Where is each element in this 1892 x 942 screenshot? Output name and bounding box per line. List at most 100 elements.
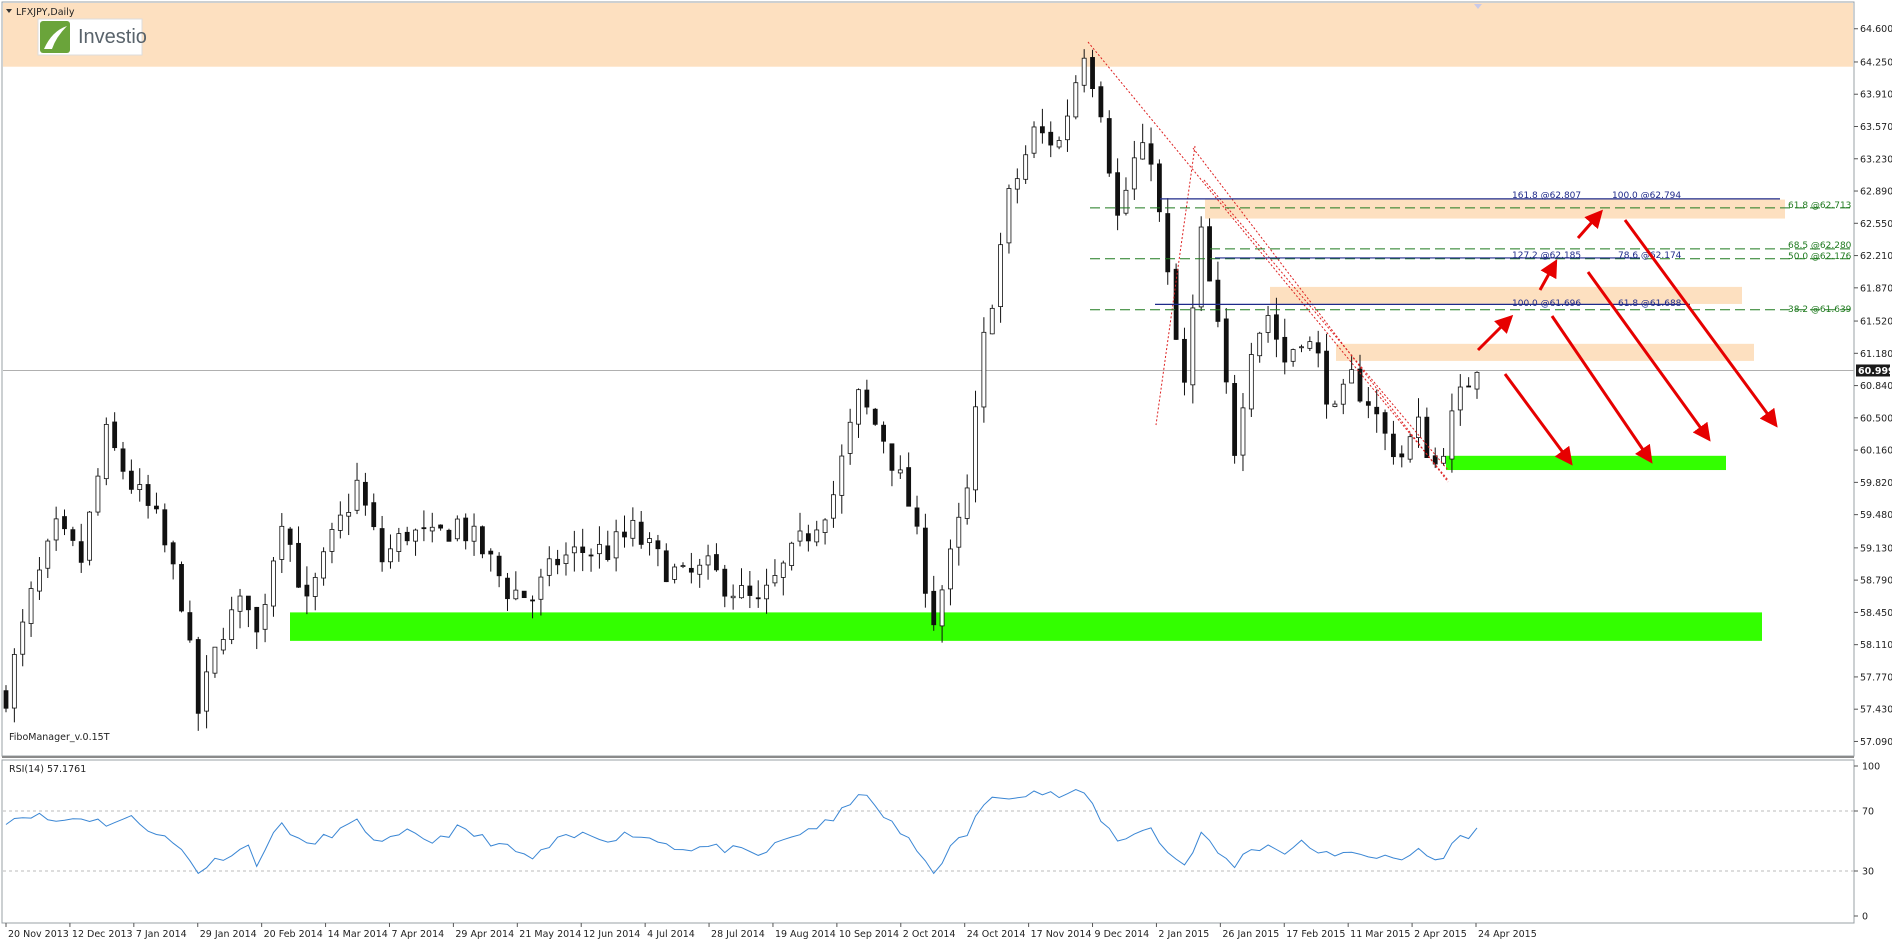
candle-body	[1198, 226, 1204, 308]
candle-body	[688, 567, 694, 573]
candle-body	[70, 529, 76, 541]
candle-body	[546, 558, 552, 576]
candle-body	[1006, 188, 1012, 244]
candle-body	[1056, 140, 1062, 148]
candle-body	[103, 424, 109, 480]
time-tick-label: 9 Dec 2014	[1095, 929, 1150, 940]
candle-body	[805, 533, 811, 542]
candle-body	[1215, 279, 1221, 322]
candle-body	[789, 542, 795, 566]
support-zone-major	[290, 612, 1762, 641]
candle-body	[747, 585, 753, 596]
price-tick-label: 64.600	[1860, 24, 1892, 35]
candle-body	[1098, 86, 1104, 118]
candle-body	[680, 565, 686, 567]
candle-body	[1282, 336, 1288, 363]
candle-body	[488, 550, 494, 555]
forecast-arrow	[1576, 209, 1603, 239]
candle-body	[764, 584, 769, 600]
rsi-tick-label: 100	[1862, 762, 1880, 773]
candle-body	[521, 590, 527, 599]
price-tick-label: 57.430	[1860, 705, 1892, 716]
price-tick-label: 59.820	[1860, 478, 1892, 489]
resistance-zone-mid	[1270, 286, 1742, 304]
candle-body	[555, 558, 561, 566]
candle-body	[638, 521, 644, 545]
candle-body	[772, 575, 778, 584]
candle-body	[505, 577, 510, 600]
candle-body	[1165, 213, 1171, 273]
candle-body	[162, 509, 168, 546]
candle-body	[1391, 433, 1396, 458]
candle-body	[28, 588, 34, 624]
scroll-marker-icon[interactable]	[1474, 4, 1482, 9]
logo-text: Investio	[78, 26, 147, 48]
candle-body	[647, 538, 652, 543]
rsi-label: RSI(14) 57.1761	[9, 764, 86, 775]
candle-body	[730, 595, 736, 599]
price-tick-label: 58.790	[1860, 576, 1892, 587]
forecast-arrow	[1503, 373, 1573, 466]
candle-body	[337, 514, 343, 531]
candle-body	[630, 519, 636, 539]
time-tick-label: 7 Apr 2014	[391, 929, 444, 940]
forecast-arrow	[1550, 315, 1653, 464]
candle-body	[1014, 178, 1020, 190]
price-tick-label: 63.910	[1860, 90, 1892, 101]
candle-body	[463, 517, 469, 542]
price-tick-label: 57.770	[1860, 672, 1892, 683]
candle-body	[1240, 407, 1246, 456]
candle-body	[714, 554, 719, 571]
time-tick-label: 21 May 2014	[519, 929, 581, 940]
fibo-level-label: 161.8 @62.807	[1512, 191, 1581, 201]
time-tick-label: 29 Apr 2014	[455, 929, 514, 940]
candle-body	[1374, 406, 1380, 415]
candle-body	[496, 555, 502, 577]
candle-body	[822, 519, 828, 533]
candle-body	[881, 424, 886, 442]
candle-body	[321, 551, 327, 579]
candle-body	[663, 550, 669, 583]
candle-body	[513, 589, 519, 600]
main-chart-frame	[1, 1, 1855, 757]
candle-body	[1457, 386, 1463, 411]
candle-body	[154, 505, 159, 510]
candle-body	[145, 484, 151, 506]
price-tick-label: 61.180	[1860, 349, 1892, 360]
candle-body	[212, 646, 218, 674]
trend-lines	[1087, 41, 1449, 483]
candle-body	[421, 527, 427, 530]
price-tick-label: 60.500	[1860, 413, 1892, 424]
candle-body	[254, 606, 260, 633]
candle-body	[956, 516, 962, 548]
candle-body	[1424, 416, 1430, 458]
price-zones	[3, 3, 1853, 641]
candle-body	[3, 690, 9, 709]
candle-body	[379, 528, 385, 563]
time-tick-label: 7 Jan 2014	[136, 929, 187, 940]
candle-body	[889, 443, 895, 471]
time-tick-label: 26 Jan 2015	[1222, 929, 1279, 940]
fibo-level-label: 100.0 @62.794	[1612, 191, 1681, 201]
dropdown-triangle-icon[interactable]	[6, 9, 12, 13]
price-tick-label: 64.250	[1860, 57, 1892, 68]
price-tick-label: 60.160	[1860, 446, 1892, 457]
time-tick-label: 2 Apr 2015	[1414, 929, 1467, 940]
candle-body	[1474, 371, 1480, 390]
candle-body	[137, 484, 143, 490]
rsi-tick-label: 30	[1862, 867, 1874, 878]
time-tick-label: 17 Nov 2014	[1031, 929, 1092, 940]
candle-body	[948, 548, 953, 590]
time-tick-label: 11 Mar 2015	[1350, 929, 1410, 940]
time-tick-label: 19 Aug 2014	[775, 929, 836, 940]
indicator-label: FiboManager_v.0.15T	[9, 732, 110, 743]
candle-body	[672, 566, 678, 580]
price-tick-label: 57.090	[1860, 737, 1892, 748]
candle-body	[605, 545, 611, 561]
candle-body	[864, 389, 870, 408]
candle-body	[87, 511, 92, 561]
candle-body	[95, 475, 101, 513]
time-tick-label: 28 Jul 2014	[711, 929, 765, 940]
rsi-tick-label: 0	[1862, 912, 1868, 923]
time-tick-label: 10 Sep 2014	[839, 929, 899, 940]
